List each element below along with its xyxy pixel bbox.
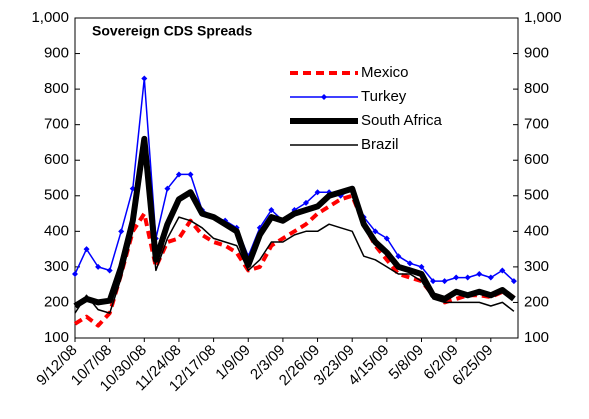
series-marker [441,278,448,285]
legend-label: Mexico [361,64,409,81]
y2-tick-label: 1,000 [524,9,562,26]
series-marker [406,260,413,267]
series-marker [453,274,460,281]
series-marker [268,207,275,213]
series-line [74,152,515,314]
y2-tick-label: 200 [524,293,549,310]
y-tick-label: 100 [44,329,69,346]
plot-frame [74,17,519,339]
series-marker [383,235,390,242]
chart-title: Sovereign CDS Spreads [92,23,252,39]
y-tick-label: 1,000 [31,9,69,26]
y-tick-label: 200 [44,293,69,310]
series-marker [187,171,194,178]
y2-tick-label: 100 [524,329,549,346]
x-tick-label: 1/9/09 [212,342,254,384]
series-line [73,193,515,328]
y-tick-label: 400 [44,222,69,239]
series-marker [464,274,471,281]
series-marker [476,271,483,277]
series-marker [164,185,171,192]
y2-tick-label: 700 [524,116,549,133]
y2-tick-label: 900 [524,45,549,62]
series-marker [141,75,148,82]
legend-label: Turkey [361,88,407,105]
y2-tick-label: 400 [524,222,549,239]
y-tick-label: 900 [44,45,69,62]
series-line [73,135,516,309]
series-marker [314,189,321,196]
y-tick-label: 800 [44,80,69,97]
series-marker [72,271,78,277]
y-tick-label: 700 [44,116,69,133]
legend-marker [321,94,327,100]
series-marker [118,228,125,235]
series-marker [175,171,182,178]
series-marker [510,278,517,285]
y2-tick-label: 300 [524,258,549,275]
series-marker [499,267,506,274]
series-marker [95,263,102,270]
y2-tick-label: 800 [524,80,549,97]
series-marker [487,274,494,281]
series-marker [418,263,425,270]
y2-tick-label: 600 [524,151,549,168]
legend-label: South Africa [361,112,443,129]
y-tick-label: 300 [44,258,69,275]
series-marker [372,228,379,235]
series-marker [83,246,90,253]
series-marker [395,253,402,260]
series-marker [106,267,113,274]
x-tick-label: 5/8/09 [386,342,428,384]
y2-tick-label: 500 [524,187,549,204]
series-marker [430,278,437,285]
y-tick-label: 500 [44,187,69,204]
series-marker [303,199,309,206]
y-tick-label: 600 [44,151,69,168]
legend-label: Brazil [361,136,399,153]
